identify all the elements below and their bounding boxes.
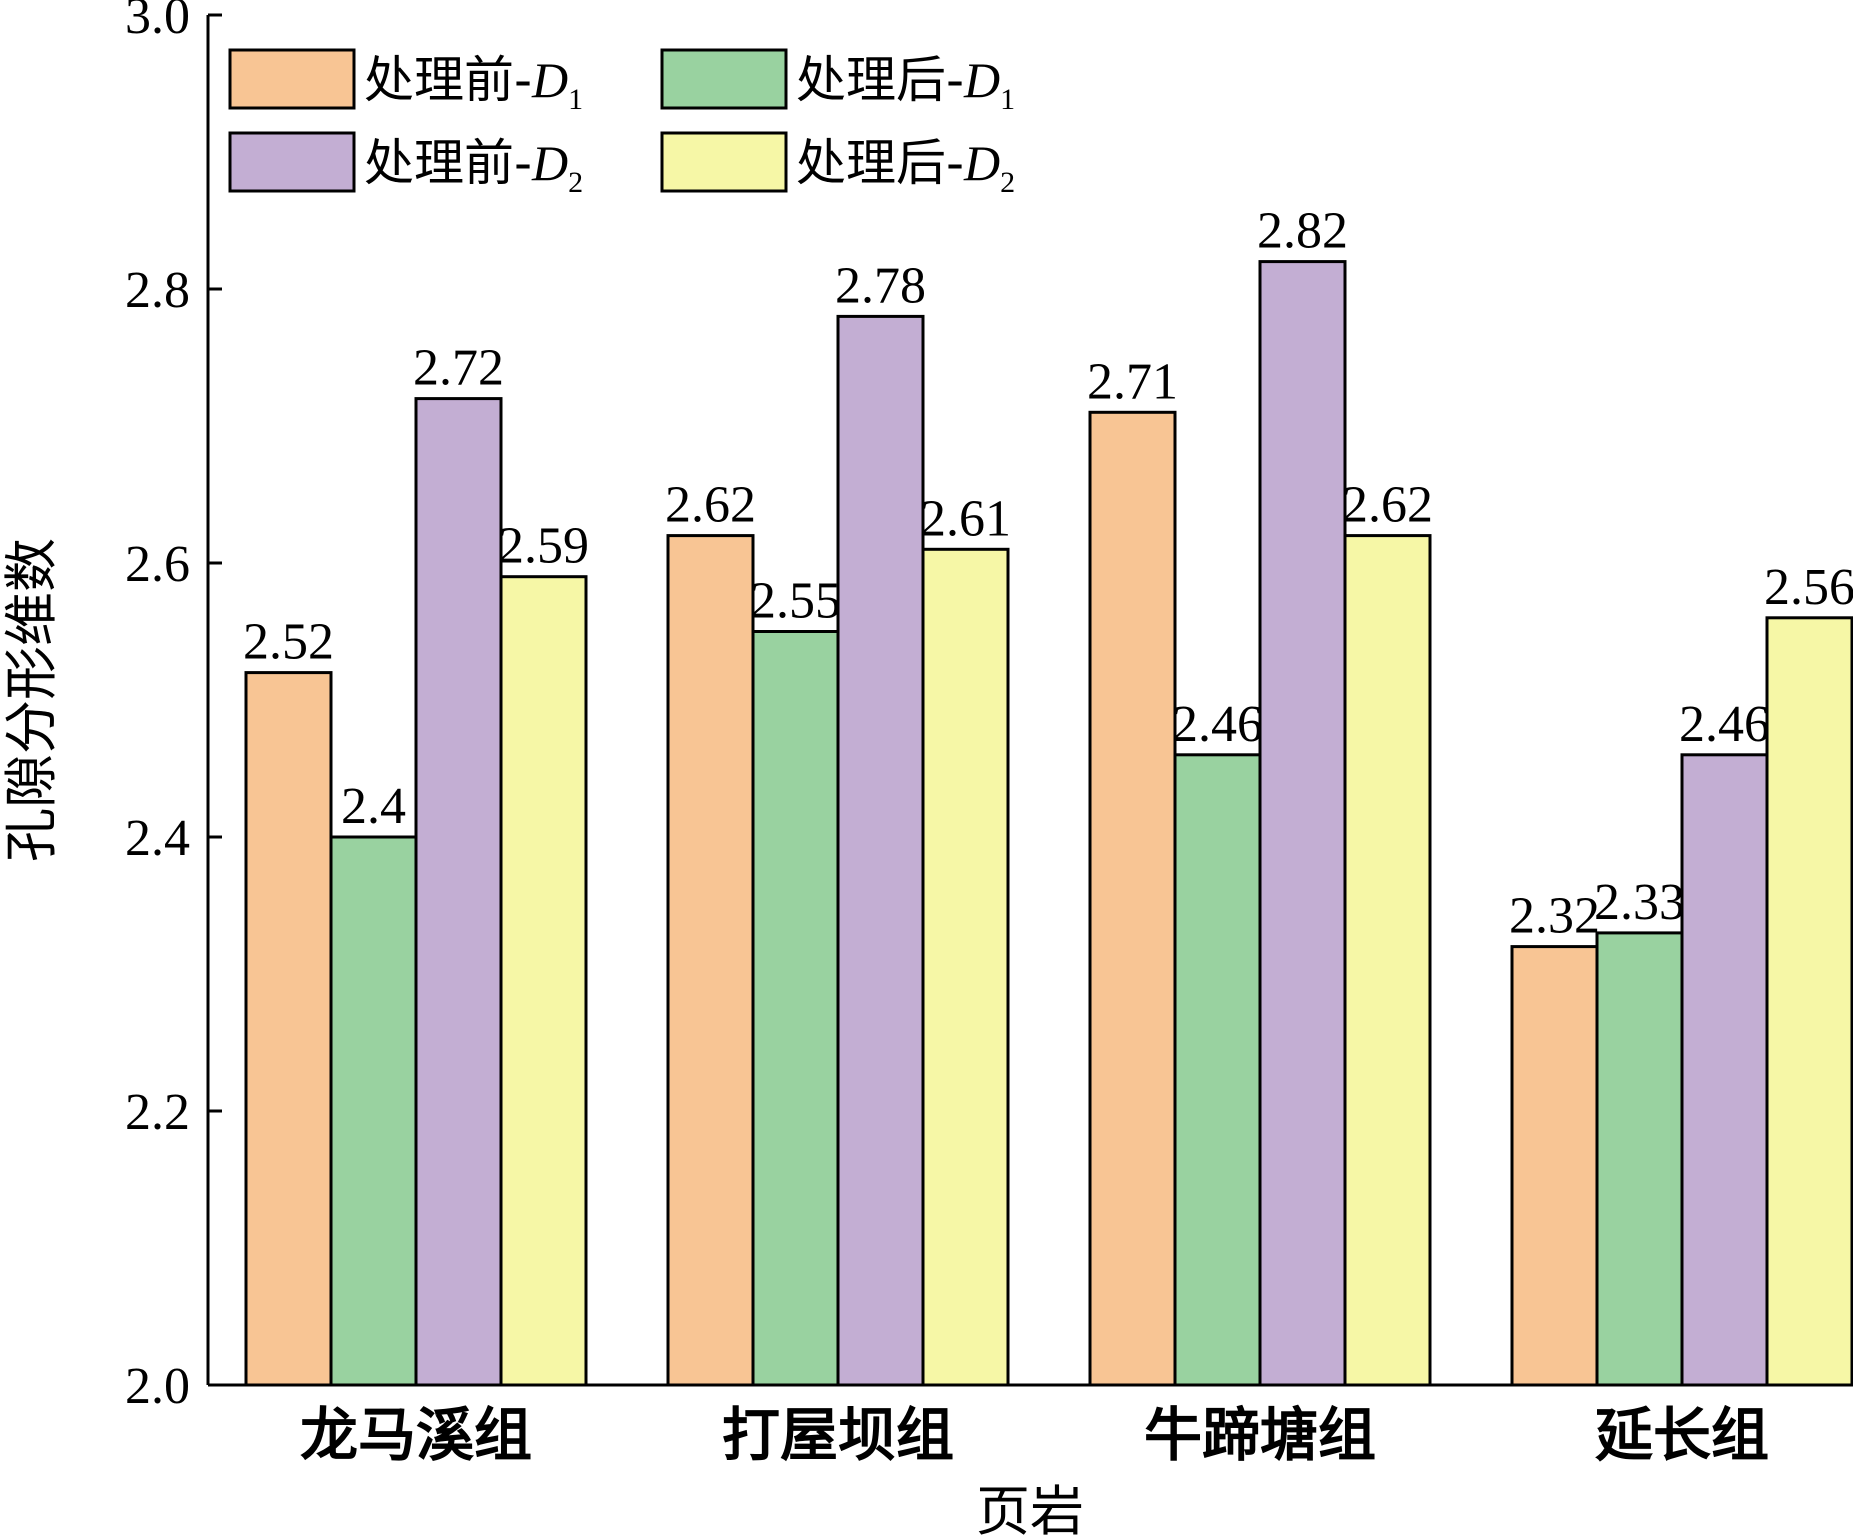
legend-swatch-3 (228, 131, 356, 193)
data-label: 2.61 (920, 490, 1011, 547)
data-label: 2.71 (1087, 353, 1178, 410)
bar-1-1 (244, 671, 333, 1387)
bar-2-1 (666, 534, 755, 1387)
data-label: 2.46 (1172, 696, 1263, 753)
x-tick-label: 打屋坝组 (722, 1401, 954, 1469)
bar-3-1 (1088, 410, 1177, 1387)
y-tick-label: 2.4 (125, 810, 190, 867)
bars (244, 260, 1853, 1387)
data-label: 2.59 (498, 518, 589, 575)
data-label: 2.32 (1509, 888, 1600, 945)
x-axis-title: 页岩 (976, 1480, 1084, 1538)
legend-label-3: 处理前-D2 (364, 134, 583, 199)
bar-3-3 (1258, 260, 1347, 1387)
legend-label-4: 处理后-D2 (796, 134, 1015, 199)
legend-label-2: 处理后-D1 (796, 51, 1015, 116)
data-label: 2.72 (413, 340, 504, 397)
bar-1-4 (499, 575, 588, 1387)
bar-2-3 (836, 314, 925, 1387)
bar-2-2 (751, 630, 840, 1387)
legend-swatch-1 (228, 48, 356, 110)
y-axis-title: 孔隙分形维数 (0, 538, 63, 862)
y-tick-label: 2.8 (125, 262, 190, 319)
bar-3-2 (1173, 753, 1262, 1387)
y-tick-label: 2.0 (125, 1358, 190, 1415)
bar-2-4 (921, 547, 1010, 1387)
data-labels: 2.52 2.4 2.72 2.59 2.62 2.55 2.78 2.61 2.71 2.46 2… (243, 203, 1853, 945)
bar-1-3 (414, 397, 503, 1387)
bar-3-4 (1343, 534, 1432, 1387)
data-label: 2.4 (341, 778, 406, 835)
legend: 处理前-D1 处理后-D1 处理前-D2 处理后-D2 (228, 48, 1015, 199)
data-label: 2.33 (1594, 874, 1685, 931)
x-tick-label: 牛蹄塘组 (1144, 1401, 1376, 1469)
data-label: 2.52 (243, 614, 334, 671)
data-label: 2.55 (750, 573, 841, 630)
y-tick-label: 3.0 (125, 0, 190, 45)
legend-swatch-4 (660, 131, 788, 193)
y-tick-label: 2.2 (125, 1084, 190, 1141)
data-label: 2.62 (1342, 477, 1433, 534)
bar-4-1 (1510, 945, 1599, 1387)
y-tick-label: 2.6 (125, 536, 190, 593)
bar-4-4 (1765, 616, 1853, 1387)
x-tick-label: 延长组 (1595, 1401, 1769, 1469)
data-label: 2.82 (1257, 203, 1348, 260)
bar-4-2 (1595, 931, 1684, 1387)
legend-label-1: 处理前-D1 (364, 51, 583, 116)
axes: 2.0 2.2 2.4 2.6 2.8 3.0 龙马溪组 打屋坝组 牛蹄塘组 延长组 (125, 0, 1851, 1469)
legend-swatch-2 (660, 48, 788, 110)
data-label: 2.78 (835, 257, 926, 314)
data-label: 2.56 (1764, 559, 1853, 616)
data-label: 2.46 (1679, 696, 1770, 753)
bar-1-2 (329, 835, 418, 1387)
x-tick-label: 龙马溪组 (300, 1401, 532, 1469)
data-label: 2.62 (665, 477, 756, 534)
bar-4-3 (1680, 753, 1769, 1387)
